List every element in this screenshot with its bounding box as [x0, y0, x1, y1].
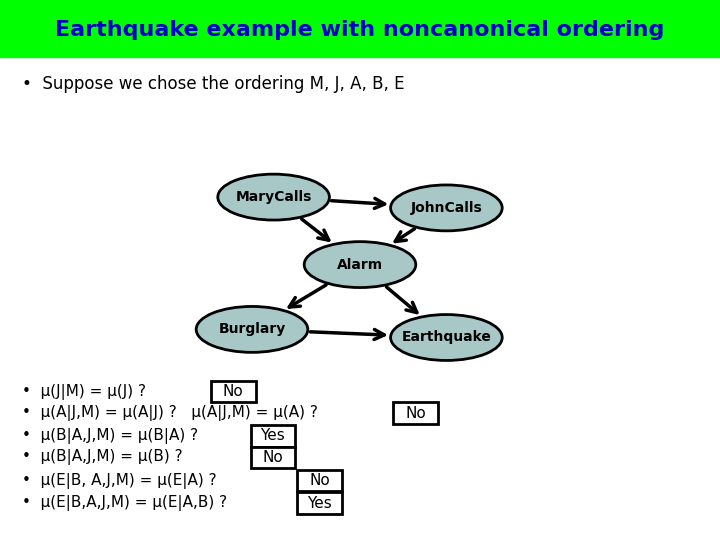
- Text: •  Suppose we chose the ordering M, J, A, B, E: • Suppose we chose the ordering M, J, A,…: [22, 75, 404, 93]
- Text: Yes: Yes: [307, 496, 332, 511]
- FancyBboxPatch shape: [251, 447, 295, 468]
- Text: •  μ(B|A,J,M) = μ(B|A) ?: • μ(B|A,J,M) = μ(B|A) ?: [22, 428, 198, 444]
- Text: •  μ(B|A,J,M) = μ(B) ?: • μ(B|A,J,M) = μ(B) ?: [22, 449, 182, 465]
- Text: Burglary: Burglary: [218, 322, 286, 336]
- Text: •  μ(E|B, A,J,M) = μ(E|A) ?: • μ(E|B, A,J,M) = μ(E|A) ?: [22, 472, 216, 489]
- FancyBboxPatch shape: [251, 425, 295, 447]
- Text: •  μ(E|B,A,J,M) = μ(E|A,B) ?: • μ(E|B,A,J,M) = μ(E|A,B) ?: [22, 495, 227, 511]
- FancyBboxPatch shape: [297, 470, 342, 491]
- Text: JohnCalls: JohnCalls: [410, 201, 482, 215]
- Ellipse shape: [217, 174, 330, 220]
- FancyBboxPatch shape: [297, 492, 342, 514]
- Text: Yes: Yes: [261, 428, 285, 443]
- Text: Alarm: Alarm: [337, 258, 383, 272]
- Text: Earthquake: Earthquake: [402, 330, 491, 345]
- Text: MaryCalls: MaryCalls: [235, 190, 312, 204]
- Ellipse shape: [390, 185, 503, 231]
- Ellipse shape: [390, 314, 503, 361]
- Text: No: No: [223, 384, 243, 399]
- Text: No: No: [310, 473, 330, 488]
- FancyBboxPatch shape: [393, 402, 438, 424]
- FancyBboxPatch shape: [211, 381, 256, 402]
- Text: No: No: [263, 450, 283, 465]
- Ellipse shape: [304, 242, 416, 287]
- Ellipse shape: [196, 306, 307, 353]
- Text: No: No: [405, 406, 426, 421]
- Text: •  μ(J|M) = μ(J) ?: • μ(J|M) = μ(J) ?: [22, 383, 145, 400]
- FancyBboxPatch shape: [0, 0, 720, 57]
- Text: Earthquake example with noncanonical ordering: Earthquake example with noncanonical ord…: [55, 19, 665, 40]
- Text: •  μ(A|J,M) = μ(A|J) ?   μ(A|J,M) = μ(A) ?: • μ(A|J,M) = μ(A|J) ? μ(A|J,M) = μ(A) ?: [22, 405, 318, 421]
